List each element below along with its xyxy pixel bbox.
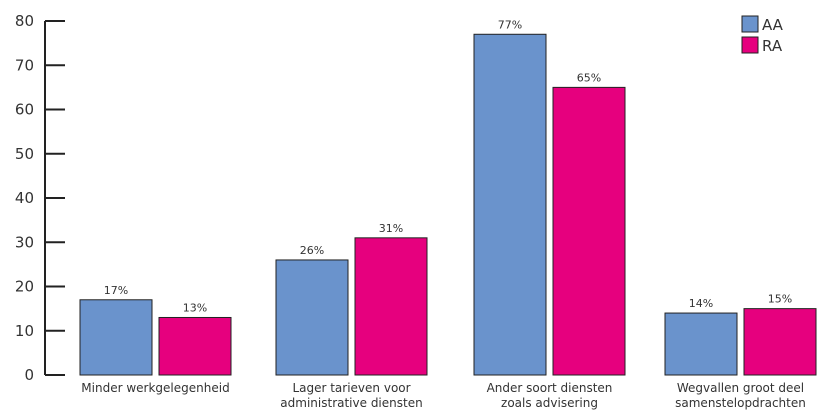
y-tick-label: 10 [15,322,34,340]
y-tick-label: 0 [24,366,34,384]
legend-label: RA [762,37,783,55]
category-label: Wegvallen groot deel [677,381,804,395]
y-tick-label: 20 [15,278,34,296]
data-label: 26% [300,244,324,257]
legend-label: AA [762,16,784,34]
data-label: 31% [379,222,403,235]
data-label: 13% [183,301,207,314]
category-label: zoals advisering [501,396,598,410]
y-tick-label: 50 [15,145,34,163]
bar-aa [79,299,153,376]
category-label: Ander soort diensten [487,381,613,395]
data-label: 77% [498,18,522,31]
category-label: administrative diensten [280,396,422,410]
bar-aa [473,33,547,376]
category-label: Lager tarieven voor [292,381,410,395]
y-tick-label: 40 [15,189,34,207]
legend-swatch-aa [741,15,759,33]
data-label: 15% [768,293,792,306]
bar-ra [743,308,817,376]
data-label: 17% [104,284,128,297]
y-tick-label: 70 [15,56,34,74]
bar-ra [552,86,626,376]
y-tick-label: 80 [15,12,34,30]
data-label: 14% [689,297,713,310]
bar-ra [158,316,232,376]
legend-swatch-ra [741,36,759,54]
category-label: Minder werkgelegenheid [81,381,229,395]
bar-aa [664,312,738,376]
bar-ra [354,237,428,376]
y-axis: 0 10 20 30 40 50 60 70 80 [15,12,65,384]
data-label: 65% [577,71,601,84]
bar-aa [275,259,349,376]
y-tick-label: 60 [15,101,34,119]
y-tick-label: 30 [15,233,34,251]
x-axis-labels: Minder werkgelegenheid Lager tarieven voo… [81,381,806,410]
data-labels: 17% 26% 77% 14% 13% 31% 65% 15% [104,18,792,314]
legend: AA RA [741,15,784,55]
bars [79,33,817,376]
category-label: samenstelopdrachten [675,396,806,410]
